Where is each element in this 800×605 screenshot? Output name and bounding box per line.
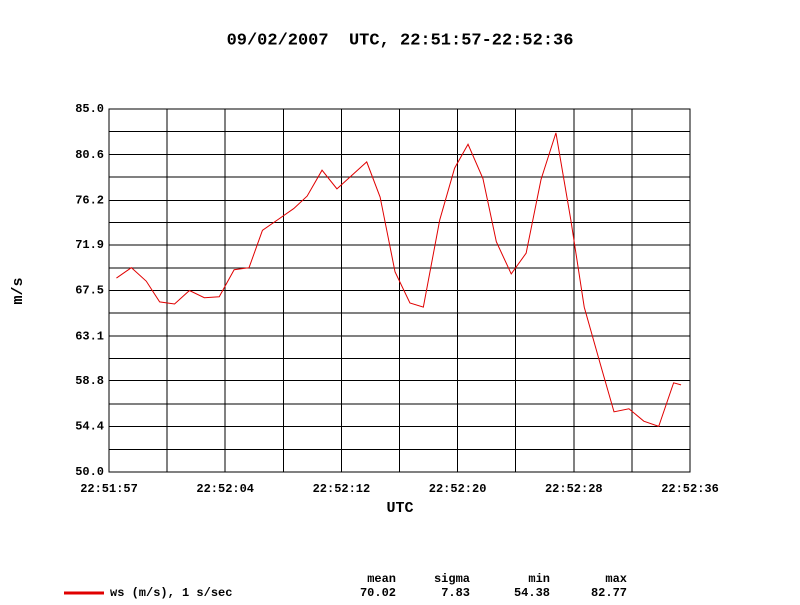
stat-value: 82.77 — [591, 586, 627, 600]
y-tick-label: 80.6 — [75, 148, 104, 162]
y-axis-label: m/s — [10, 277, 27, 304]
plot-frame — [108, 108, 691, 473]
legend-label: ws (m/s), 1 s/sec — [110, 586, 232, 600]
y-tick-label: 54.4 — [75, 420, 104, 434]
y-tick-label: 76.2 — [75, 193, 104, 207]
data-line — [116, 132, 682, 428]
x-tick-label: 22:52:20 — [429, 482, 487, 496]
x-tick-label: 22:52:04 — [196, 482, 254, 496]
x-tick-label: 22:52:36 — [661, 482, 719, 496]
stat-header: sigma — [434, 572, 470, 586]
stat-header: mean — [367, 572, 396, 586]
y-tick-label: 58.8 — [75, 374, 104, 388]
y-tick-label: 67.5 — [75, 284, 104, 298]
stat-header: min — [528, 572, 550, 586]
y-tick-label: 50.0 — [75, 465, 104, 479]
x-axis-label: UTC — [386, 500, 413, 517]
stat-value: 54.38 — [514, 586, 550, 600]
stat-value: 70.02 — [360, 586, 396, 600]
stat-header: max — [605, 572, 627, 586]
chart-title: 09/02/2007 UTC, 22:51:57-22:52:36 — [227, 31, 574, 50]
x-tick-label: 22:52:12 — [313, 482, 371, 496]
y-tick-label: 63.1 — [75, 329, 104, 343]
y-tick-label: 71.9 — [75, 238, 104, 252]
y-tick-label: 85.0 — [75, 102, 104, 116]
x-tick-label: 22:52:28 — [545, 482, 603, 496]
x-tick-label: 22:51:57 — [80, 482, 138, 496]
stat-value: 7.83 — [441, 586, 470, 600]
